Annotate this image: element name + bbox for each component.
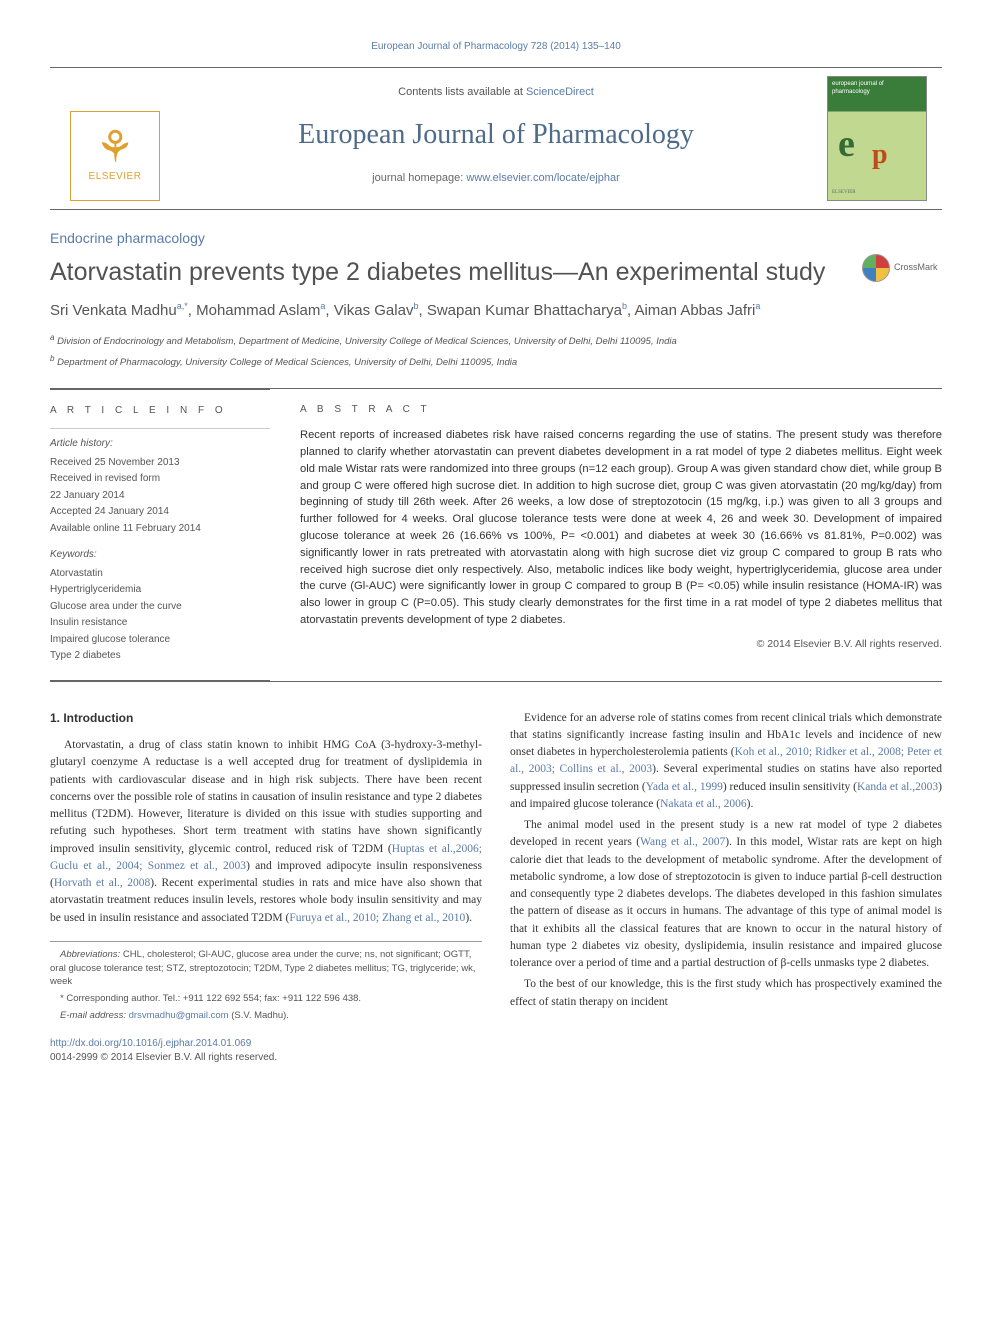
doi-block: http://dx.doi.org/10.1016/j.ejphar.2014.… bbox=[50, 1037, 482, 1066]
keyword: Impaired glucose tolerance bbox=[50, 633, 270, 648]
author: Vikas Galavb bbox=[334, 302, 419, 319]
sciencedirect-link[interactable]: ScienceDirect bbox=[526, 86, 594, 98]
body-columns: 1. Introduction Atorvastatin, a drug of … bbox=[50, 710, 942, 1066]
journal-name: European Journal of Pharmacology bbox=[298, 115, 694, 156]
article-info-heading: A R T I C L E I N F O bbox=[50, 404, 270, 419]
section-heading-introduction: 1. Introduction bbox=[50, 710, 482, 727]
crossmark-label: CrossMark bbox=[894, 261, 938, 274]
author: Aiman Abbas Jafria bbox=[634, 302, 760, 319]
cover-title-text: european journal of pharmacology bbox=[828, 77, 926, 111]
email-link[interactable]: drsvmadhu@gmail.com bbox=[129, 1010, 229, 1021]
publisher-logo-area: ⚘ ELSEVIER bbox=[50, 68, 180, 209]
citation-link[interactable]: Furuya et al., 2010; Zhang et al., 2010 bbox=[289, 912, 465, 924]
cover-letter-e: e bbox=[838, 117, 855, 172]
cover-letter-p: p bbox=[872, 135, 888, 176]
masthead-center: Contents lists available at ScienceDirec… bbox=[180, 68, 812, 209]
corresponding-author-footnote: * Corresponding author. Tel.: +911 122 6… bbox=[50, 992, 482, 1006]
doi-link[interactable]: http://dx.doi.org/10.1016/j.ejphar.2014.… bbox=[50, 1037, 482, 1052]
page: European Journal of Pharmacology 728 (20… bbox=[0, 0, 992, 1096]
paragraph: The animal model used in the present stu… bbox=[510, 817, 942, 972]
crossmark-icon bbox=[862, 254, 890, 282]
revised-date: 22 January 2014 bbox=[50, 489, 270, 504]
paragraph: Evidence for an adverse role of statins … bbox=[510, 710, 942, 814]
revised-label: Received in revised form bbox=[50, 472, 270, 487]
history-label: Article history: bbox=[50, 437, 270, 452]
author-list: Sri Venkata Madhua,*, Mohammad Aslama, V… bbox=[50, 300, 942, 322]
journal-cover-area: european journal of pharmacology e p ELS… bbox=[812, 68, 942, 209]
keyword: Atorvastatin bbox=[50, 567, 270, 582]
email-footnote: E-mail address: drsvmadhu@gmail.com (S.V… bbox=[50, 1009, 482, 1023]
info-abstract-block: A R T I C L E I N F O Article history: R… bbox=[50, 388, 942, 682]
running-head: European Journal of Pharmacology 728 (20… bbox=[50, 40, 942, 55]
issn-copyright-line: 0014-2999 © 2014 Elsevier B.V. All right… bbox=[50, 1051, 482, 1066]
homepage-url[interactable]: www.elsevier.com/locate/ejphar bbox=[466, 172, 619, 184]
author: Swapan Kumar Bhattacharyab bbox=[427, 302, 627, 319]
footnotes-block: Abbreviations: CHL, cholesterol; Gl-AUC,… bbox=[50, 941, 482, 1023]
citation-link[interactable]: Yada et al., 1999 bbox=[646, 781, 723, 793]
keywords-label: Keywords: bbox=[50, 548, 270, 563]
abstract-heading: A B S T R A C T bbox=[300, 403, 942, 418]
paragraph: Atorvastatin, a drug of class statin kno… bbox=[50, 737, 482, 927]
affiliation: b Department of Pharmacology, University… bbox=[50, 353, 942, 370]
accepted-date: Accepted 24 January 2014 bbox=[50, 505, 270, 520]
keyword: Hypertriglyceridemia bbox=[50, 583, 270, 598]
crossmark-badge[interactable]: CrossMark bbox=[862, 254, 942, 282]
article-section-tag: Endocrine pharmacology bbox=[50, 228, 942, 248]
citation-link[interactable]: Horvath et al., 2008 bbox=[54, 877, 150, 889]
abstract-copyright: © 2014 Elsevier B.V. All rights reserved… bbox=[300, 637, 942, 652]
keyword: Insulin resistance bbox=[50, 616, 270, 631]
keyword: Type 2 diabetes bbox=[50, 649, 270, 664]
journal-homepage-line: journal homepage: www.elsevier.com/locat… bbox=[372, 171, 620, 187]
homepage-prefix: journal homepage: bbox=[372, 172, 466, 184]
title-row: Atorvastatin prevents type 2 diabetes me… bbox=[50, 254, 942, 300]
citation-link[interactable]: Nakata et al., 2006 bbox=[660, 798, 747, 810]
abbreviations-footnote: Abbreviations: CHL, cholesterol; Gl-AUC,… bbox=[50, 948, 482, 989]
received-date: Received 25 November 2013 bbox=[50, 456, 270, 471]
article-info-column: A R T I C L E I N F O Article history: R… bbox=[50, 389, 270, 681]
abstract-column: A B S T R A C T Recent reports of increa… bbox=[300, 389, 942, 681]
author: Sri Venkata Madhua,* bbox=[50, 302, 188, 319]
contents-available-line: Contents lists available at ScienceDirec… bbox=[398, 85, 594, 101]
journal-cover-thumbnail: european journal of pharmacology e p ELS… bbox=[827, 76, 927, 201]
elsevier-tree-icon: ⚘ bbox=[95, 126, 134, 170]
elsevier-wordmark: ELSEVIER bbox=[89, 170, 142, 185]
contents-prefix: Contents lists available at bbox=[398, 86, 526, 98]
cover-publisher-mark: ELSEVIER bbox=[832, 189, 856, 196]
online-date: Available online 11 February 2014 bbox=[50, 522, 270, 537]
citation-link[interactable]: Wang et al., 2007 bbox=[640, 836, 725, 848]
citation-link[interactable]: Kanda et al.,2003 bbox=[857, 781, 938, 793]
affiliation: a Division of Endocrinology and Metaboli… bbox=[50, 332, 942, 349]
left-column: 1. Introduction Atorvastatin, a drug of … bbox=[50, 710, 482, 1066]
abstract-text: Recent reports of increased diabetes ris… bbox=[300, 427, 942, 629]
author: Mohammad Aslama bbox=[196, 302, 325, 319]
article-title: Atorvastatin prevents type 2 diabetes me… bbox=[50, 254, 862, 290]
masthead: ⚘ ELSEVIER Contents lists available at S… bbox=[50, 67, 942, 210]
keyword: Glucose area under the curve bbox=[50, 600, 270, 615]
paragraph: To the best of our knowledge, this is th… bbox=[510, 976, 942, 1011]
elsevier-logo: ⚘ ELSEVIER bbox=[70, 111, 160, 201]
right-column: Evidence for an adverse role of statins … bbox=[510, 710, 942, 1066]
